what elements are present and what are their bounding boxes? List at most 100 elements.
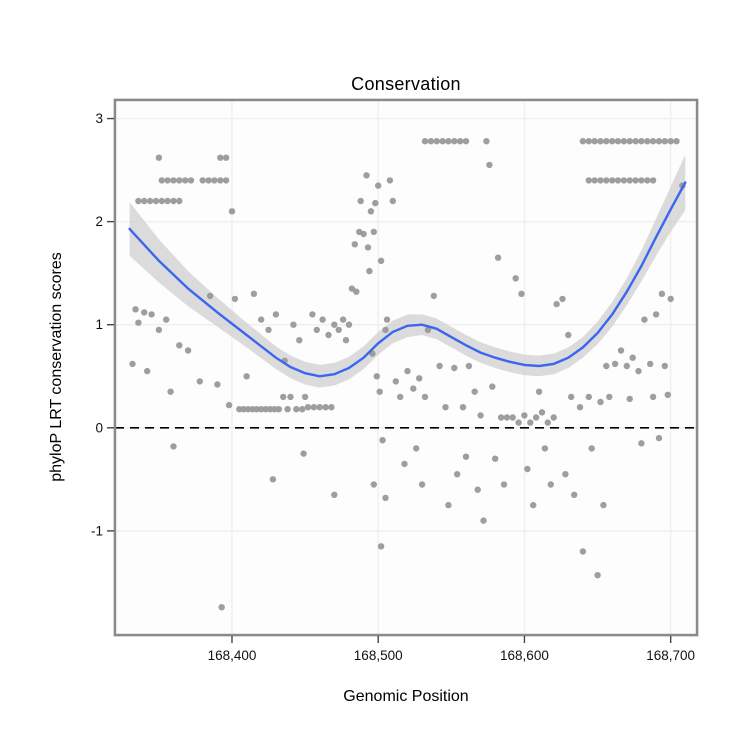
- data-point: [597, 177, 604, 184]
- data-point: [132, 306, 139, 313]
- data-point: [603, 138, 610, 145]
- y-tick-label: 1: [95, 317, 103, 332]
- data-point: [222, 177, 230, 184]
- data-point: [626, 177, 633, 184]
- data-point: [568, 393, 575, 401]
- data-point: [655, 138, 663, 145]
- data-point: [521, 412, 528, 419]
- data-point: [265, 326, 272, 334]
- data-point: [225, 401, 233, 409]
- data-point: [559, 295, 566, 303]
- data-point: [418, 481, 426, 488]
- data-point: [489, 383, 496, 390]
- data-point: [477, 412, 484, 419]
- data-point: [632, 177, 639, 184]
- data-point: [182, 177, 189, 184]
- data-point: [462, 453, 470, 460]
- data-point: [620, 177, 628, 184]
- data-point: [492, 455, 499, 462]
- data-point: [416, 375, 423, 382]
- data-point: [266, 406, 274, 413]
- data-point: [287, 393, 294, 401]
- data-point: [367, 208, 375, 215]
- data-point: [629, 354, 636, 361]
- data-point: [377, 257, 385, 264]
- data-point: [462, 138, 470, 145]
- data-point: [474, 486, 481, 493]
- data-point: [465, 362, 473, 370]
- data-point: [240, 406, 247, 413]
- data-point: [331, 491, 338, 498]
- data-point: [424, 326, 432, 334]
- data-point: [322, 404, 329, 411]
- data-point: [284, 406, 291, 413]
- data-point: [335, 326, 342, 334]
- data-point: [530, 501, 537, 509]
- data-point: [541, 445, 549, 452]
- data-point: [571, 491, 578, 498]
- data-point: [366, 267, 373, 275]
- data-point: [290, 321, 297, 328]
- data-point: [158, 177, 165, 184]
- data-point: [217, 154, 224, 161]
- data-point: [661, 362, 668, 370]
- data-point: [170, 197, 177, 205]
- data-point: [243, 373, 250, 380]
- data-point: [603, 362, 610, 370]
- data-point: [300, 450, 307, 457]
- data-point: [635, 367, 642, 375]
- data-point: [471, 388, 478, 395]
- data-point: [524, 465, 531, 473]
- data-point: [382, 326, 389, 334]
- data-point: [638, 138, 645, 145]
- data-point: [611, 360, 619, 368]
- data-point: [389, 197, 396, 205]
- data-point: [357, 197, 364, 205]
- data-point: [144, 367, 151, 375]
- data-point: [445, 138, 452, 145]
- data-point: [269, 476, 277, 483]
- data-point: [258, 406, 265, 413]
- data-point: [262, 406, 269, 413]
- data-point: [547, 481, 554, 488]
- data-point: [135, 319, 142, 326]
- data-point: [141, 197, 148, 205]
- data-point: [606, 393, 613, 401]
- data-point: [184, 347, 192, 354]
- data-point: [375, 182, 382, 189]
- data-point: [377, 543, 385, 550]
- data-point: [483, 138, 490, 145]
- data-point: [658, 290, 666, 297]
- smooth-line: [128, 181, 687, 378]
- data-point: [494, 254, 502, 261]
- data-point: [280, 393, 287, 401]
- data-point: [451, 364, 458, 372]
- data-point: [535, 388, 543, 395]
- y-tick-label: -1: [91, 523, 103, 538]
- data-point: [413, 445, 420, 452]
- data-point: [565, 331, 572, 339]
- data-point: [296, 337, 303, 344]
- data-point: [544, 419, 551, 426]
- data-point: [176, 177, 183, 184]
- data-point: [401, 460, 408, 468]
- data-point: [376, 388, 383, 395]
- data-point: [609, 177, 616, 184]
- data-point: [459, 404, 467, 411]
- data-point: [664, 391, 671, 398]
- data-point: [386, 177, 394, 184]
- data-point: [591, 138, 598, 145]
- data-point: [211, 177, 218, 184]
- data-point: [644, 138, 651, 145]
- data-point: [325, 331, 332, 339]
- data-point: [351, 241, 358, 248]
- data-point: [196, 378, 203, 385]
- data-point: [532, 414, 540, 421]
- data-point: [313, 326, 320, 334]
- data-point: [293, 406, 300, 413]
- data-point: [301, 393, 309, 401]
- data-point: [649, 138, 657, 145]
- data-point: [638, 177, 645, 184]
- data-point: [218, 604, 225, 611]
